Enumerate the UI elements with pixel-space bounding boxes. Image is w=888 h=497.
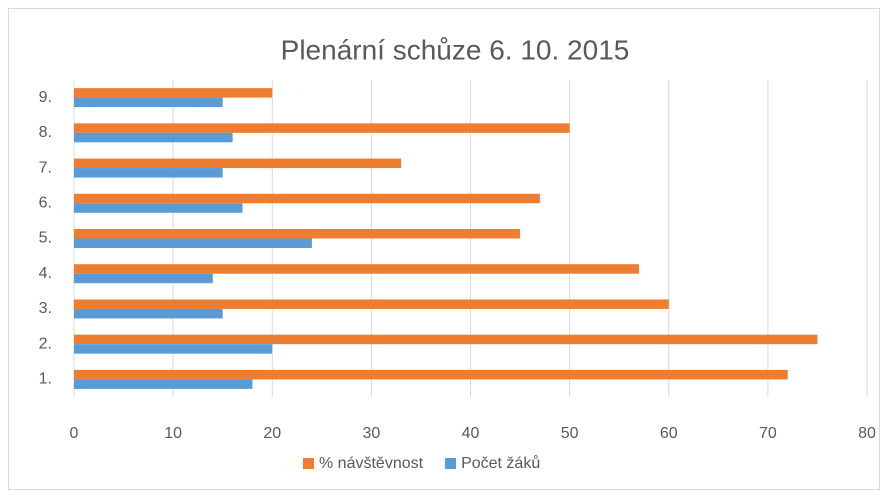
chart-title: Plenární schůze 6. 10. 2015 <box>281 34 630 65</box>
bar <box>74 379 253 389</box>
chart-border <box>8 8 880 490</box>
bar <box>74 97 223 108</box>
y-tick-label: 4. <box>39 265 52 282</box>
bar <box>74 344 273 354</box>
bar <box>74 299 669 309</box>
bar <box>74 264 640 274</box>
y-tick-label: 5. <box>39 230 52 247</box>
bar <box>74 238 312 248</box>
bar <box>74 88 273 98</box>
legend-label: % návštěvnost <box>319 455 424 472</box>
bar <box>74 132 233 143</box>
x-tick-label: 0 <box>70 425 79 442</box>
y-tick-label: 2. <box>39 335 52 352</box>
legend-swatch <box>445 458 457 469</box>
bar <box>74 123 570 133</box>
y-tick-label: 6. <box>39 194 52 211</box>
x-tick-label: 80 <box>858 425 876 442</box>
x-tick-label: 30 <box>362 425 380 442</box>
bar <box>74 273 213 284</box>
y-tick-label: 3. <box>39 300 52 317</box>
bar <box>74 193 540 204</box>
x-tick-label: 60 <box>660 425 678 442</box>
bar <box>74 334 818 345</box>
bar <box>74 229 521 239</box>
bar <box>74 158 402 169</box>
y-tick-label: 8. <box>39 124 52 141</box>
x-tick-label: 40 <box>462 425 480 442</box>
bar <box>74 369 788 380</box>
x-tick-label: 20 <box>263 425 281 442</box>
legend-label: Počet žáků <box>461 454 540 472</box>
legend-swatch <box>303 458 314 469</box>
x-tick-label: 10 <box>164 425 182 442</box>
x-tick-label: 70 <box>759 425 777 442</box>
x-tick-label: 50 <box>561 425 579 442</box>
y-tick-label: 9. <box>39 89 52 106</box>
y-tick-label: 7. <box>39 159 52 176</box>
bar <box>74 168 223 178</box>
bar <box>74 203 243 213</box>
bar <box>74 308 223 319</box>
y-tick-label: 1. <box>39 371 52 388</box>
